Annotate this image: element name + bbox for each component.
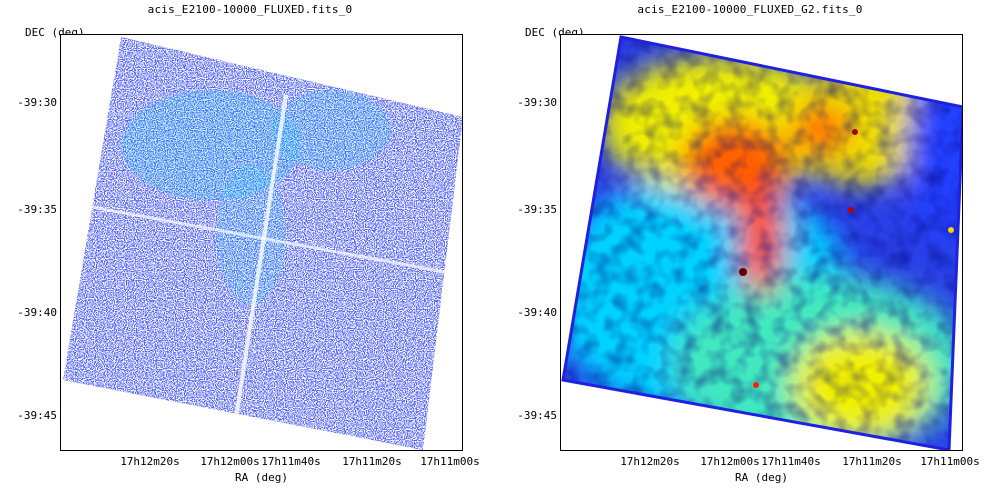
image-canvas — [561, 35, 962, 450]
x-axis-label: RA (deg) — [735, 471, 788, 484]
x-tick-label: 17h11m40s — [761, 455, 821, 468]
smoothed-fluxed-image[interactable] — [560, 34, 963, 451]
y-tick-label: -39:45 — [17, 409, 57, 422]
x-tick-label: 17h12m20s — [620, 455, 680, 468]
panel-title: acis_E2100-10000_FLUXED_G2.fits_0 — [637, 3, 863, 16]
y-tick-label: -39:35 — [17, 203, 57, 216]
raw-fluxed-image[interactable] — [60, 34, 463, 451]
x-axis-label: RA (deg) — [235, 471, 288, 484]
y-tick-label: -39:45 — [517, 409, 557, 422]
y-tick-label: -39:30 — [517, 96, 557, 109]
x-tick-label: 17h11m00s — [920, 455, 980, 468]
x-tick-label: 17h12m20s — [120, 455, 180, 468]
right-image-panel: acis_E2100-10000_FLUXED_G2.fits_0 DEC (d… — [500, 0, 1000, 489]
y-tick-label: -39:40 — [517, 306, 557, 319]
y-tick-label: -39:40 — [17, 306, 57, 319]
x-tick-label: 17h12m00s — [700, 455, 760, 468]
x-tick-label: 17h12m00s — [200, 455, 260, 468]
y-tick-label: -39:30 — [17, 96, 57, 109]
x-tick-label: 17h11m20s — [842, 455, 902, 468]
image-canvas — [63, 37, 462, 450]
x-tick-label: 17h11m00s — [420, 455, 480, 468]
y-tick-label: -39:35 — [517, 203, 557, 216]
left-image-panel: acis_E2100-10000_FLUXED.fits_0 DEC (deg)… — [17, 3, 480, 484]
x-tick-label: 17h11m40s — [261, 455, 321, 468]
x-tick-label: 17h11m20s — [342, 455, 402, 468]
panel-title: acis_E2100-10000_FLUXED.fits_0 — [147, 3, 353, 16]
